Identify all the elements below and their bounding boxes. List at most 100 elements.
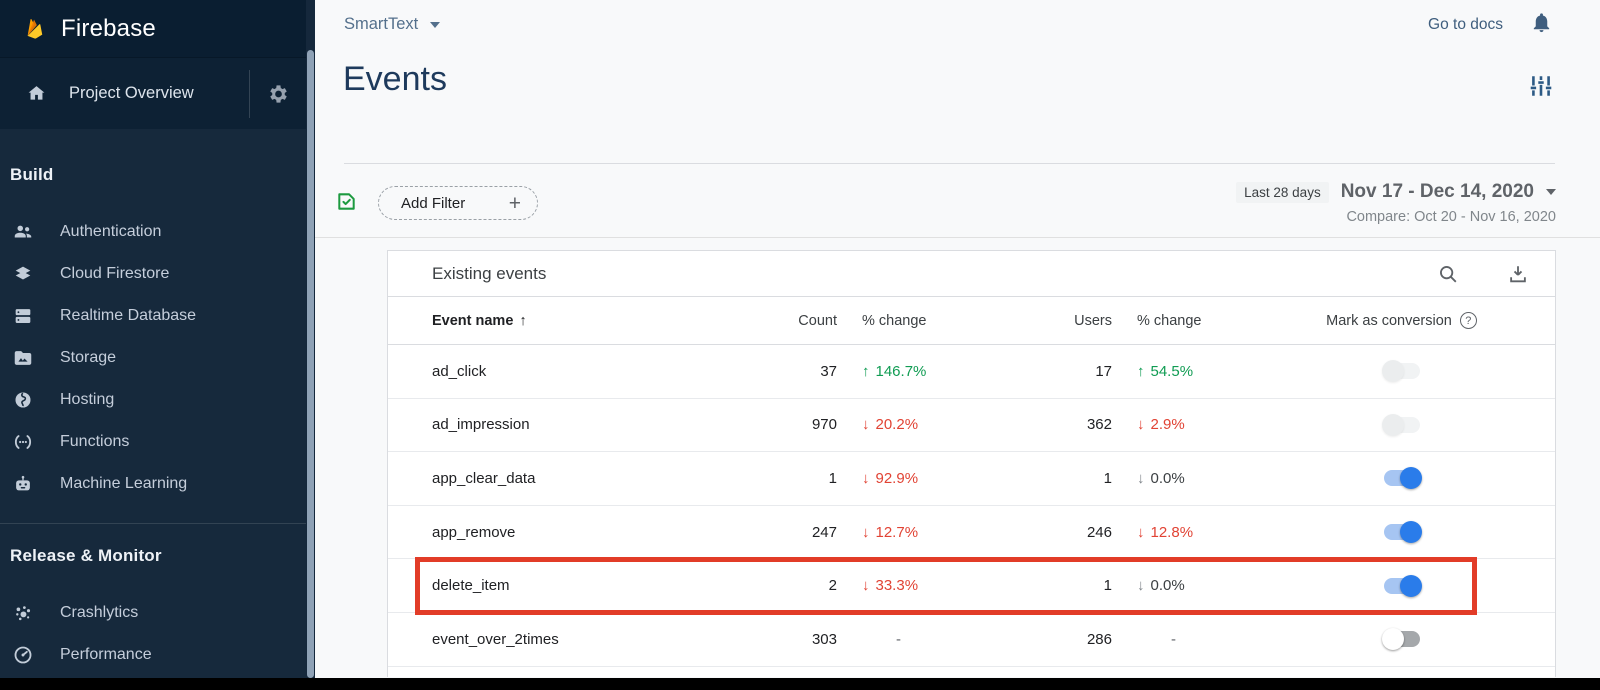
users-cell: 1 (1103, 469, 1112, 487)
arrow-down-icon: ↓ (862, 523, 870, 541)
download-icon[interactable] (1507, 263, 1529, 285)
home-icon (26, 83, 47, 104)
conversion-toggle[interactable] (1381, 413, 1420, 436)
gear-icon (270, 84, 287, 103)
count-change-cell: ↓ 20.2% (837, 416, 1008, 433)
search-icon[interactable] (1437, 263, 1459, 285)
brand-name: Firebase (61, 14, 156, 42)
event-name-cell: app_clear_data (432, 469, 536, 487)
count-cell: 970 (811, 416, 837, 434)
table-row-app_clear_data: app_clear_data 1 ↓ 92.9% 1 ↓ 0.0% (388, 452, 1555, 506)
chevron-down-icon[interactable] (1546, 189, 1556, 195)
conversion-toggle[interactable] (1381, 360, 1420, 383)
scrollbar-thumb[interactable] (307, 50, 314, 678)
users-cell: 246 (1086, 523, 1112, 541)
users-change-cell: - (1112, 631, 1248, 648)
chevron-down-icon (430, 21, 441, 28)
toggle-knob (1399, 467, 1422, 490)
add-filter-button[interactable]: Add Filter + (378, 186, 538, 220)
table-row-ad_click: ad_click 37 ↑ 146.7% 17 ↑ 54.5% (388, 345, 1555, 399)
arrow-down-icon: ↓ (862, 577, 870, 595)
performance-speedometer-icon (12, 644, 34, 666)
arrow-down-icon: ↓ (1137, 469, 1145, 487)
sidebar-item-storage[interactable]: Storage (0, 337, 306, 379)
notifications-bell-icon[interactable] (1530, 11, 1553, 39)
firestore-icon (12, 263, 34, 285)
firebase-brand[interactable]: Firebase (0, 0, 306, 57)
screenshot-bottom-border (0, 678, 1600, 690)
storage-folder-icon (12, 347, 34, 369)
conversion-toggle[interactable] (1383, 467, 1422, 490)
tune-filter-icon[interactable] (1528, 73, 1554, 104)
functions-parens-icon (12, 431, 34, 453)
sidebar-item-crashlytics[interactable]: Crashlytics (0, 592, 306, 634)
count-change-cell: ↓ 12.7% (837, 524, 1008, 541)
users-cell: 286 (1086, 630, 1112, 648)
toggle-knob (1381, 628, 1404, 651)
project-name: SmartText (344, 15, 419, 33)
conversion-toggle[interactable] (1383, 521, 1422, 544)
sidebar-scrollbar[interactable] (306, 0, 315, 678)
project-settings-button[interactable] (267, 82, 290, 105)
count-change-cell: ↓ 92.9% (837, 470, 1008, 487)
pct-change-value: ↓ 12.8% (1137, 523, 1194, 541)
people-icon (12, 221, 34, 243)
table-row-app_remove: app_remove 247 ↓ 12.7% 246 ↓ 12.8% (388, 506, 1555, 560)
pct-change-value: ↓ 33.3% (862, 577, 919, 595)
sidebar-item-cloud-firestore[interactable]: Cloud Firestore (0, 253, 306, 295)
sidebar-item-project-overview[interactable]: Project Overview (0, 57, 306, 129)
event-name-cell: ad_impression (432, 416, 530, 434)
pct-change-value: ↓ 2.9% (1137, 416, 1185, 434)
conversion-toggle[interactable] (1381, 628, 1420, 651)
count-change-cell: ↓ 33.3% (837, 577, 1008, 594)
count-cell: 1 (828, 469, 837, 487)
column-users[interactable]: Users (1074, 312, 1112, 329)
sidebar-item-authentication[interactable]: Authentication (0, 211, 306, 253)
users-cell: 362 (1086, 416, 1112, 434)
sidebar-item-label: Functions (60, 433, 130, 450)
toggle-knob (1399, 521, 1422, 544)
table-row-ad_impression: ad_impression 970 ↓ 20.2% 362 ↓ 2.9% (388, 399, 1555, 453)
count-change-cell: - (837, 631, 1008, 648)
database-icon (12, 305, 34, 327)
sidebar-item-label: Cloud Firestore (60, 265, 170, 282)
sidebar-item-realtime-database[interactable]: Realtime Database (0, 295, 306, 337)
help-icon[interactable]: ? (1459, 312, 1477, 329)
pct-change-value: ↓ 92.9% (862, 469, 919, 487)
date-preset-chip: Last 28 days (1236, 181, 1329, 203)
event-name-cell: delete_item (432, 577, 510, 595)
go-to-docs-link[interactable]: Go to docs (1428, 16, 1503, 33)
column-pct-change-count[interactable]: % change (862, 312, 927, 329)
crashlytics-spark-icon (12, 602, 34, 624)
sidebar-item-hosting[interactable]: Hosting (0, 379, 306, 421)
users-change-cell: ↓ 2.9% (1112, 416, 1248, 433)
main-content: SmartText Go to docs Events Add Filter + (315, 0, 1600, 678)
sidebar-item-machine-learning[interactable]: Machine Learning (0, 463, 306, 505)
project-picker-dropdown[interactable]: SmartText (344, 15, 441, 34)
compare-range: Compare: Oct 20 - Nov 16, 2020 (1346, 209, 1556, 225)
sidebar-item-label: Hosting (60, 391, 115, 408)
no-change-dash: - (1171, 630, 1176, 648)
count-cell: 303 (811, 630, 837, 648)
users-cell: 17 (1095, 362, 1112, 380)
column-mark-as-conversion: Mark as conversion ? (1248, 312, 1555, 329)
sidebar-item-label: Machine Learning (60, 475, 188, 492)
sidebar-item-performance[interactable]: Performance (0, 634, 306, 676)
date-range-value: Nov 17 - Dec 14, 2020 (1340, 181, 1534, 202)
column-pct-change-users[interactable]: % change (1137, 312, 1202, 329)
count-cell: 2 (828, 577, 837, 595)
sidebar-item-label: Realtime Database (60, 307, 197, 324)
divider (315, 237, 1600, 238)
toggle-knob (1399, 574, 1422, 597)
count-cell: 247 (811, 523, 837, 541)
pct-change-value: ↓ 0.0% (1137, 577, 1185, 595)
report-check-icon (335, 190, 358, 218)
column-event-name[interactable]: Event name ↑ (432, 312, 527, 329)
column-count[interactable]: Count (798, 312, 837, 329)
sidebar-item-functions[interactable]: Functions (0, 421, 306, 463)
conversion-toggle[interactable] (1383, 574, 1422, 597)
event-name-cell: event_over_2times (432, 630, 559, 648)
event-name-cell: app_remove (432, 523, 516, 541)
pct-change-value: ↓ 0.0% (1137, 469, 1185, 487)
pct-change-value: ↑ 146.7% (862, 362, 927, 380)
